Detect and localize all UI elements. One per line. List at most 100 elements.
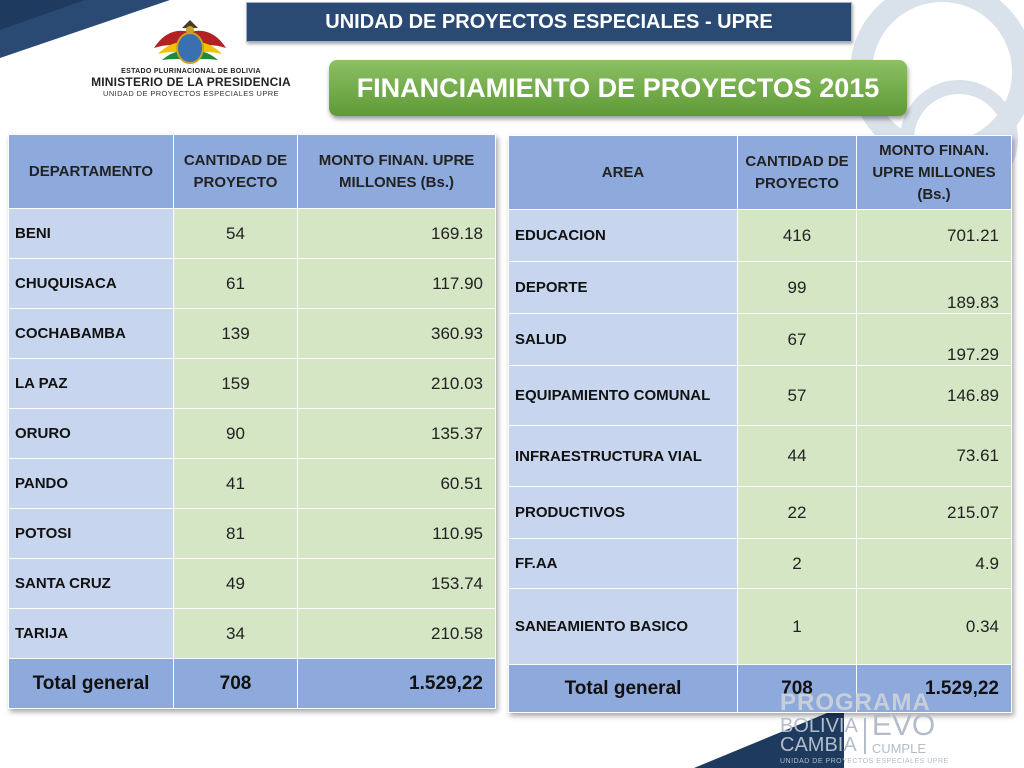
funding-amount: 210.03 [297, 358, 496, 409]
total-amount: 1.529,22 [297, 658, 496, 709]
table-row: CHUQUISACA 61 117.90 [8, 258, 496, 309]
funding-amount: 73.61 [856, 425, 1012, 487]
project-count: 159 [173, 358, 298, 409]
table-row: FF.AA 2 4.9 [508, 538, 1012, 589]
logo-ministry-line: MINISTERIO DE LA PRESIDENCIA [91, 75, 291, 89]
department-name: LA PAZ [8, 358, 174, 409]
table-row: COCHABAMBA 139 360.93 [8, 308, 496, 359]
funding-amount: 215.07 [856, 486, 1012, 539]
watermark-bolivia: BOLIVIA [780, 714, 858, 737]
department-name: ORURO [8, 408, 174, 459]
watermark-cambia: CAMBIA [780, 733, 857, 756]
watermark-divider [863, 717, 866, 754]
total-count: 708 [737, 664, 857, 713]
coat-of-arms-icon [148, 18, 232, 70]
project-count: 2 [737, 538, 857, 589]
area-name: DEPORTE [508, 261, 738, 314]
page-title: FINANCIAMIENTO DE PROYECTOS 2015 [329, 60, 907, 116]
project-count: 139 [173, 308, 298, 359]
funding-amount: 0.34 [856, 588, 1012, 665]
project-count: 22 [737, 486, 857, 539]
column-header-quantity: CANTIDAD DE PROYECTO [737, 135, 857, 210]
funding-amount: 135.37 [297, 408, 496, 459]
project-count: 54 [173, 208, 298, 259]
area-name: SANEAMIENTO BASICO [508, 588, 738, 665]
department-name: CHUQUISACA [8, 258, 174, 309]
table-row: PRODUCTIVOS 22 215.07 [508, 486, 1012, 539]
total-row: Total general 708 1.529,22 [508, 664, 1012, 713]
total-count: 708 [173, 658, 298, 709]
project-count: 57 [737, 365, 857, 426]
table-row: TARIJA 34 210.58 [8, 608, 496, 659]
departments-table: DEPARTAMENTO CANTIDAD DE PROYECTO MONTO … [8, 134, 496, 709]
table-row: PANDO 41 60.51 [8, 458, 496, 509]
program-watermark: PROGRAMA BOLIVIA CAMBIA EVO CUMPLE UNIDA… [780, 689, 1000, 766]
table-header-row: AREA CANTIDAD DE PROYECTO MONTO FINAN. U… [508, 135, 1012, 210]
department-name: PANDO [8, 458, 174, 509]
table-row: INFRAESTRUCTURA VIAL 44 73.61 [508, 425, 1012, 487]
area-name: EQUIPAMIENTO COMUNAL [508, 365, 738, 426]
project-count: 67 [737, 313, 857, 366]
table-header-row: DEPARTAMENTO CANTIDAD DE PROYECTO MONTO … [8, 134, 496, 209]
funding-amount: 210.58 [297, 608, 496, 659]
table-row: SANEAMIENTO BASICO 1 0.34 [508, 588, 1012, 665]
table-row: EQUIPAMIENTO COMUNAL 57 146.89 [508, 365, 1012, 426]
project-count: 81 [173, 508, 298, 559]
area-name: EDUCACION [508, 209, 738, 262]
project-count: 34 [173, 608, 298, 659]
total-amount: 1.529,22 [856, 664, 1012, 713]
logo-state-line: ESTADO PLURINACIONAL DE BOLIVIA [121, 68, 261, 75]
ministry-logo: ESTADO PLURINACIONAL DE BOLIVIA MINISTER… [70, 68, 312, 98]
watermark-program: PROGRAMA [780, 689, 931, 716]
project-count: 61 [173, 258, 298, 309]
funding-amount: 146.89 [856, 365, 1012, 426]
project-count: 44 [737, 425, 857, 487]
funding-amount: 360.93 [297, 308, 496, 359]
table-row: POTOSI 81 110.95 [8, 508, 496, 559]
table-row: SANTA CRUZ 49 153.74 [8, 558, 496, 609]
funding-amount: 153.74 [297, 558, 496, 609]
department-name: COCHABAMBA [8, 308, 174, 359]
table-row: SALUD 67 197.29 [508, 313, 1012, 366]
funding-amount: 60.51 [297, 458, 496, 509]
watermark-cumple: CUMPLE [871, 741, 926, 756]
project-count: 416 [737, 209, 857, 262]
table-row: DEPORTE 99 189.83 [508, 261, 1012, 314]
total-label: Total general [8, 658, 174, 709]
watermark-row: BOLIVIA CAMBIA EVO CUMPLE [780, 709, 1000, 758]
watermark-left: BOLIVIA CAMBIA [780, 714, 858, 756]
department-name: BENI [8, 208, 174, 259]
funding-amount: 197.29 [856, 313, 1012, 366]
area-name: PRODUCTIVOS [508, 486, 738, 539]
project-count: 49 [173, 558, 298, 609]
table-row: EDUCACION 416 701.21 [508, 209, 1012, 262]
area-name: FF.AA [508, 538, 738, 589]
corner-decoration-dark [0, 0, 85, 30]
table-row: BENI 54 169.18 [8, 208, 496, 259]
department-name: SANTA CRUZ [8, 558, 174, 609]
corner-decoration-bottom [694, 706, 844, 768]
funding-amount: 117.90 [297, 258, 496, 309]
total-row: Total general 708 1.529,22 [8, 658, 496, 709]
table-row: ORURO 90 135.37 [8, 408, 496, 459]
department-name: TARIJA [8, 608, 174, 659]
funding-amount: 189.83 [856, 261, 1012, 314]
area-name: SALUD [508, 313, 738, 366]
watermark-subtitle: UNIDAD DE PROYECTOS ESPECIALES UPRE [780, 758, 949, 765]
logo-unit-line: UNIDAD DE PROYECTOS ESPECIALES UPRE [103, 89, 279, 98]
project-count: 41 [173, 458, 298, 509]
project-count: 99 [737, 261, 857, 314]
areas-table: AREA CANTIDAD DE PROYECTO MONTO FINAN. U… [508, 135, 1012, 713]
column-header-quantity: CANTIDAD DE PROYECTO [173, 134, 298, 209]
watermark-evo: EVO [871, 709, 936, 742]
funding-amount: 4.9 [856, 538, 1012, 589]
project-count: 90 [173, 408, 298, 459]
column-header-area: AREA [508, 135, 738, 210]
column-header-amount: MONTO FINAN. UPRE MILLONES (Bs.) [856, 135, 1012, 210]
total-label: Total general [508, 664, 738, 713]
unit-banner: UNIDAD DE PROYECTOS ESPECIALES - UPRE [246, 2, 852, 42]
table-row: LA PAZ 159 210.03 [8, 358, 496, 409]
funding-amount: 701.21 [856, 209, 1012, 262]
funding-amount: 110.95 [297, 508, 496, 559]
area-name: INFRAESTRUCTURA VIAL [508, 425, 738, 487]
